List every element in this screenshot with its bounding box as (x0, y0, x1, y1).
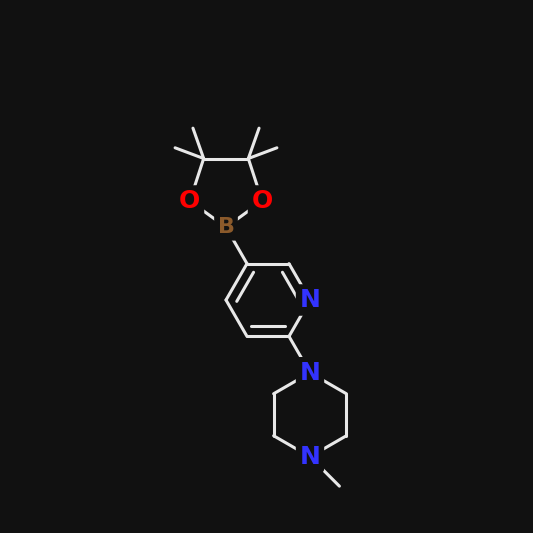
Text: N: N (300, 361, 320, 385)
Text: O: O (252, 189, 273, 213)
Text: B: B (217, 217, 235, 237)
Text: O: O (179, 189, 200, 213)
Text: N: N (300, 445, 320, 469)
Text: N: N (300, 288, 320, 312)
